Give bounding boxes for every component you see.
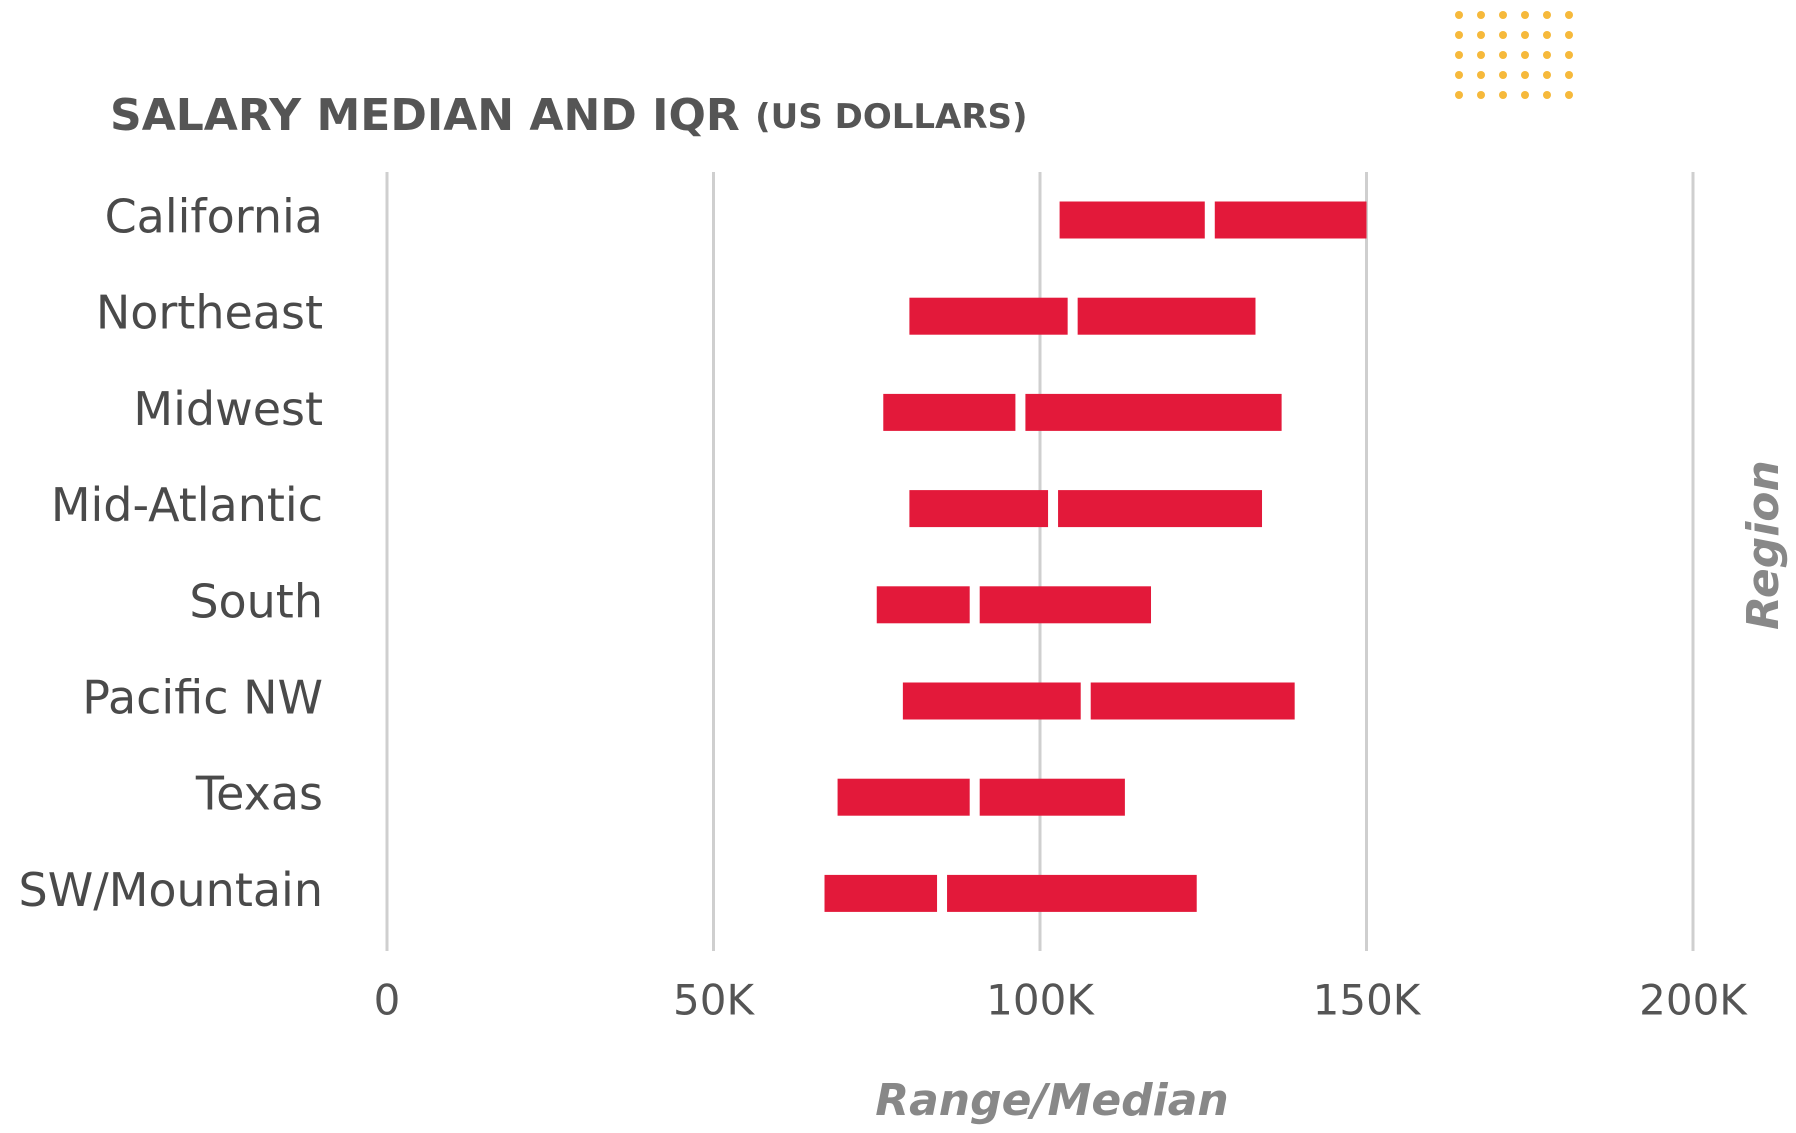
x-tick-label: 0 — [374, 976, 401, 1025]
iqr-lower-bar — [909, 490, 1048, 527]
iqr-lower-bar — [903, 683, 1081, 720]
x-tick-label: 50K — [673, 976, 755, 1025]
decoration — [1455, 7, 1585, 99]
y-axis-label: Region — [1738, 460, 1789, 630]
iqr-lower-bar — [825, 875, 938, 912]
chart: SALARY MEDIAN AND IQR (US DOLLARS) Range… — [0, 0, 1796, 1133]
iqr-upper-bar — [980, 779, 1125, 816]
iqr-upper-bar — [1215, 202, 1367, 239]
chart-title: SALARY MEDIAN AND IQR (US DOLLARS) — [110, 90, 1028, 141]
y-tick-label: Texas — [195, 767, 323, 821]
x-tick-label: 150K — [1313, 976, 1422, 1025]
y-tick-label: Northeast — [96, 286, 323, 340]
y-tick-label: Midwest — [133, 382, 323, 436]
iqr-lower-bar — [883, 394, 1015, 431]
iqr-upper-bar — [1058, 490, 1262, 527]
iqr-lower-bar — [838, 779, 970, 816]
y-tick-label: California — [105, 190, 323, 244]
subtitle: (US DOLLARS) — [755, 97, 1027, 137]
y-tick-label: Pacific NW — [82, 671, 323, 725]
y-tick-label: Mid-Atlantic — [51, 478, 323, 532]
iqr-upper-bar — [947, 875, 1197, 912]
iqr-lower-bar — [1060, 202, 1205, 239]
iqr-lower-bar — [909, 298, 1067, 335]
y-tick-label: South — [189, 574, 323, 628]
iqr-upper-bar — [1078, 298, 1256, 335]
iqr-upper-bar — [1025, 394, 1281, 431]
title-text: SALARY MEDIAN AND IQR — [110, 90, 740, 141]
iqr-upper-bar — [1091, 683, 1295, 720]
iqr-upper-bar — [980, 586, 1151, 623]
iqr-lower-bar — [877, 586, 970, 623]
y-tick-label: SW/Mountain — [19, 863, 323, 917]
x-tick-label: 200K — [1639, 976, 1748, 1025]
x-axis-label: Range/Median — [875, 1075, 1229, 1126]
x-tick-label: 100K — [986, 976, 1095, 1025]
